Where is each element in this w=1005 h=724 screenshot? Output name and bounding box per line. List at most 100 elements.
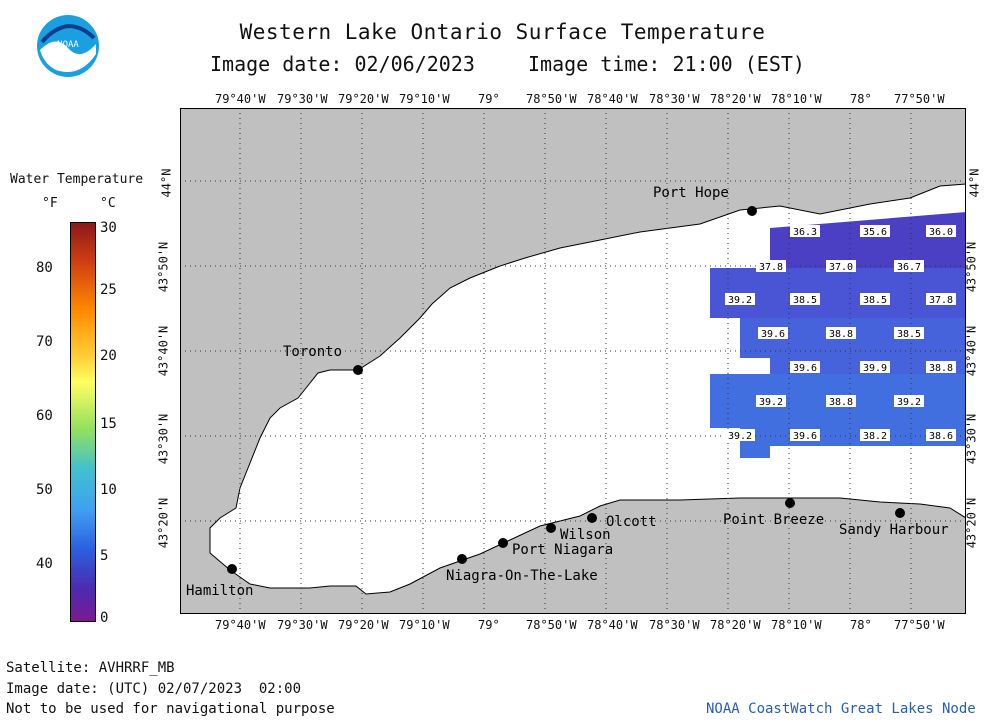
- svg-text:39.2: 39.2: [897, 397, 921, 408]
- lat-tick: 43°40'N: [964, 325, 979, 377]
- temp-label: 36.0: [926, 225, 956, 238]
- lat-tick: 43°20'N: [964, 497, 979, 549]
- svg-text:38.8: 38.8: [929, 363, 953, 374]
- noaa-logo: NOAA: [36, 14, 100, 78]
- city-dot-niagara-on-the-lake: [457, 554, 467, 564]
- lon-tick: 79°10'W: [399, 92, 450, 106]
- temp-label: 37.8: [756, 260, 786, 273]
- svg-text:39.6: 39.6: [761, 329, 785, 340]
- lat-tick: 44°N: [967, 168, 982, 198]
- svg-text:37.8: 37.8: [929, 295, 953, 306]
- legend-unit-c: °C: [100, 196, 116, 211]
- lat-tick: 43°50'N: [156, 241, 171, 293]
- lat-tick: 43°50'N: [964, 241, 979, 293]
- lon-tick: 78°: [850, 618, 872, 632]
- noaa-logo-icon: NOAA: [37, 15, 99, 77]
- legend-title: Water Temperature: [10, 172, 144, 187]
- temp-label: 38.2: [860, 429, 890, 442]
- svg-text:39.2: 39.2: [759, 397, 783, 408]
- legend-c-tick: 10: [100, 482, 117, 498]
- lon-tick: 78°20'W: [710, 618, 761, 632]
- temp-label: 39.9: [860, 361, 890, 374]
- legend-unit-f: °F: [42, 196, 58, 211]
- temp-label: 39.2: [894, 395, 924, 408]
- temp-label: 36.3: [790, 225, 820, 238]
- lon-tick: 78°50'W: [526, 92, 577, 106]
- city-dot-wilson: [546, 523, 556, 533]
- svg-text:39.6: 39.6: [793, 431, 817, 442]
- city-label: Hamilton: [186, 583, 253, 599]
- temp-label: 38.8: [926, 361, 956, 374]
- lon-tick: 78°20'W: [710, 92, 761, 106]
- map-title: Western Lake Ontario Surface Temperature: [239, 20, 766, 44]
- city-markers: [227, 206, 905, 574]
- city-dot-olcott: [587, 513, 597, 523]
- temp-label: 38.5: [894, 327, 924, 340]
- city-label: Port Hope: [653, 185, 729, 201]
- svg-text:38.8: 38.8: [829, 329, 853, 340]
- legend-f-tick: 50: [36, 482, 53, 498]
- footer-disclaimer: Not to be used for navigational purpose: [6, 701, 335, 717]
- lon-tick: 78°: [850, 92, 872, 106]
- city-label: Point Breeze: [723, 512, 824, 528]
- legend-c-tick: 15: [100, 416, 117, 432]
- lon-tick: 79°20'W: [338, 618, 389, 632]
- lat-tick: 43°20'N: [156, 497, 171, 549]
- temp-label: 37.0: [826, 260, 856, 273]
- lake-map: 36.3 35.6 36.0 37.8 37.0 36.7 39.2 38.5 …: [180, 108, 966, 614]
- lon-tick: 78°30'W: [649, 92, 700, 106]
- city-label: Olcott: [606, 514, 657, 530]
- svg-text:38.5: 38.5: [793, 295, 817, 306]
- city-dot-port-niagara: [498, 538, 508, 548]
- svg-text:35.6: 35.6: [863, 227, 887, 238]
- temp-label: 38.6: [926, 429, 956, 442]
- temp-label: 38.5: [790, 293, 820, 306]
- svg-text:38.8: 38.8: [829, 397, 853, 408]
- city-dot-sandy-harbour: [895, 508, 905, 518]
- temp-label: 36.7: [894, 260, 924, 273]
- svg-text:36.3: 36.3: [793, 227, 817, 238]
- svg-text:36.0: 36.0: [929, 227, 953, 238]
- legend-c-tick: 0: [100, 610, 109, 626]
- legend-f-tick: 80: [36, 260, 53, 276]
- lon-tick: 79°10'W: [399, 618, 450, 632]
- temp-label: 39.6: [758, 327, 788, 340]
- city-label: Toronto: [283, 344, 342, 360]
- legend-c-tick: 25: [100, 282, 117, 298]
- city-dot-point-breeze: [785, 498, 795, 508]
- lon-tick: 78°10'W: [771, 92, 822, 106]
- city-dot-port-hope: [747, 206, 757, 216]
- footer-credit: NOAA CoastWatch Great Lakes Node: [706, 701, 976, 717]
- footer-utc-date: Image date: (UTC) 02/07/2023 02:00: [6, 681, 302, 697]
- legend-f-tick: 40: [36, 556, 53, 572]
- lon-tick: 79°30'W: [277, 618, 328, 632]
- legend-c-tick: 30: [100, 220, 117, 236]
- lon-tick: 78°40'W: [587, 92, 638, 106]
- legend-c-tick: 20: [100, 348, 117, 364]
- lat-tick: 44°N: [159, 168, 174, 198]
- city-dot-toronto: [353, 365, 363, 375]
- lon-tick: 79°20'W: [338, 92, 389, 106]
- svg-text:38.5: 38.5: [863, 295, 887, 306]
- lon-tick: 78°40'W: [587, 618, 638, 632]
- lon-tick: 79°30'W: [277, 92, 328, 106]
- logo-text: NOAA: [57, 40, 79, 50]
- lat-tick: 43°40'N: [156, 325, 171, 377]
- legend-c-tick: 5: [100, 548, 109, 564]
- temp-label: 37.8: [926, 293, 956, 306]
- lon-tick: 77°50'W: [894, 92, 945, 106]
- svg-text:38.2: 38.2: [863, 431, 887, 442]
- temp-label: 38.5: [860, 293, 890, 306]
- temp-label: 39.2: [725, 429, 755, 442]
- city-label: Niagra-On-The-Lake: [446, 568, 598, 584]
- svg-text:37.0: 37.0: [829, 262, 853, 273]
- city-dot-hamilton: [227, 564, 237, 574]
- lon-tick: 79°40'W: [215, 618, 266, 632]
- temp-label: 38.8: [826, 395, 856, 408]
- temp-label: 39.6: [790, 361, 820, 374]
- svg-text:39.6: 39.6: [793, 363, 817, 374]
- temperature-labels: 36.3 35.6 36.0 37.8 37.0 36.7 39.2 38.5 …: [725, 225, 956, 442]
- city-label: Sandy Harbour: [839, 522, 949, 538]
- city-label: Wilson: [560, 527, 611, 543]
- city-label: Port Niagara: [512, 542, 613, 558]
